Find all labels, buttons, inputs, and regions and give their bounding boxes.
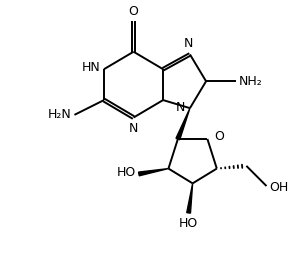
Text: O: O bbox=[129, 5, 139, 18]
Text: HO: HO bbox=[179, 217, 198, 230]
Text: N: N bbox=[129, 122, 138, 135]
Text: H₂N: H₂N bbox=[47, 108, 71, 121]
Text: N: N bbox=[176, 101, 185, 114]
Text: OH: OH bbox=[270, 181, 289, 194]
Text: N: N bbox=[184, 36, 193, 50]
Polygon shape bbox=[139, 168, 169, 176]
Text: HO: HO bbox=[117, 166, 136, 179]
Polygon shape bbox=[187, 183, 193, 213]
Polygon shape bbox=[176, 108, 190, 140]
Text: HN: HN bbox=[82, 60, 101, 73]
Text: O: O bbox=[214, 130, 224, 143]
Text: NH₂: NH₂ bbox=[239, 75, 262, 88]
